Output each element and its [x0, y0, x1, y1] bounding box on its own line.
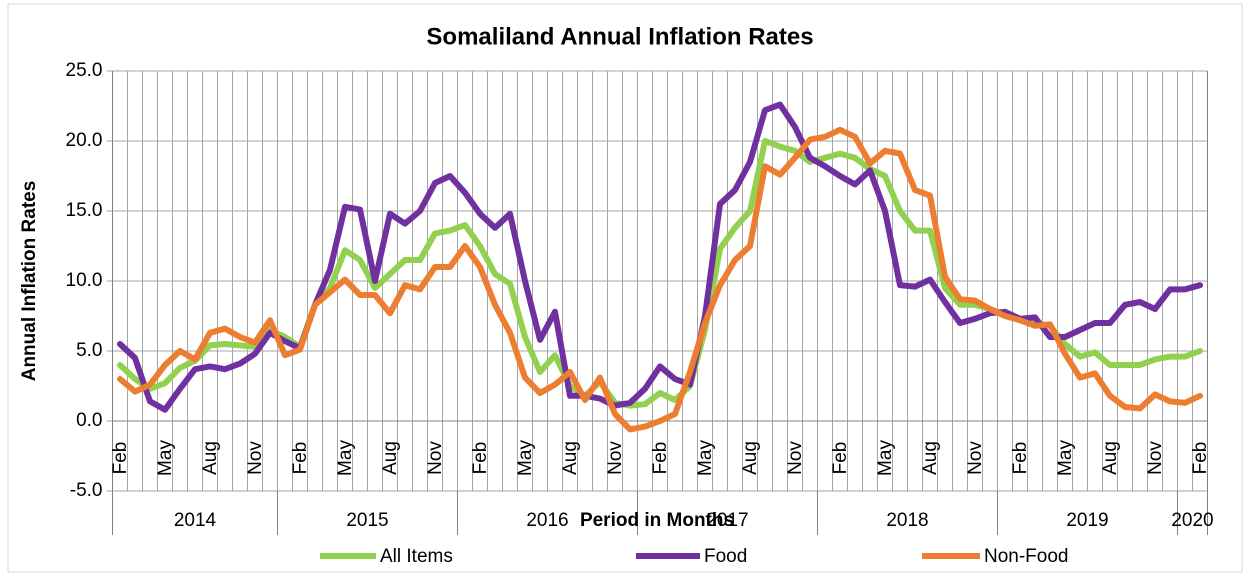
x-tick-label: Feb	[1010, 442, 1031, 475]
series-line	[117, 126, 1203, 433]
x-tick-label: Feb	[290, 442, 311, 475]
x-tick-label: Nov	[965, 441, 986, 475]
x-tick-label: Nov	[1145, 441, 1166, 475]
x-tick-label: Feb	[650, 442, 671, 475]
legend-label: All Items	[380, 546, 453, 567]
x-tick-label: Nov	[425, 441, 446, 475]
x-tick-label: Nov	[785, 441, 806, 475]
y-tick-label: 5.0	[76, 340, 102, 361]
x-tick-label: Nov	[245, 441, 266, 475]
x-tick-label: Feb	[1190, 442, 1211, 475]
y-tick-label: 20.0	[66, 130, 103, 151]
legend-label: Non-Food	[984, 546, 1069, 567]
x-tick-label: Aug	[560, 441, 581, 475]
x-tick-label: May	[1055, 440, 1076, 476]
x-tick-label: May	[515, 440, 536, 476]
x-tick-label: May	[875, 440, 896, 476]
x-tick-label: Aug	[1100, 441, 1121, 475]
year-label: 2019	[1066, 510, 1108, 531]
x-tick-label: Aug	[920, 441, 941, 475]
chart-frame	[7, 3, 1243, 573]
x-tick-label: Aug	[200, 441, 221, 475]
y-tick-label: 15.0	[66, 200, 103, 221]
y-tick-label: 10.0	[66, 270, 103, 291]
x-tick-label: Nov	[605, 441, 626, 475]
legend-label: Food	[704, 546, 747, 567]
y-tick-label: -5.0	[70, 480, 103, 501]
x-tick-label: Aug	[740, 441, 761, 475]
year-label: 2018	[886, 510, 928, 531]
y-tick-label: 0.0	[76, 410, 102, 431]
x-tick-label: Feb	[470, 442, 491, 475]
x-tick-label: May	[155, 440, 176, 476]
year-label: 2015	[346, 510, 388, 531]
y-tick-label: 25.0	[66, 60, 103, 81]
x-tick-label: Feb	[110, 442, 131, 475]
year-label: 2017	[706, 510, 748, 531]
x-tick-label: May	[695, 440, 716, 476]
chart-title: Somaliland Annual Inflation Rates	[426, 23, 813, 50]
year-label: 2014	[174, 510, 217, 531]
x-tick-label: Feb	[830, 442, 851, 475]
x-axis-label: Period in Months	[580, 510, 734, 531]
year-label: 2016	[526, 510, 568, 531]
x-tick-label: May	[335, 440, 356, 476]
year-label: 2020	[1171, 510, 1213, 531]
y-axis-label: Annual Inflation Rates	[19, 181, 40, 382]
x-tick-label: Aug	[380, 441, 401, 475]
